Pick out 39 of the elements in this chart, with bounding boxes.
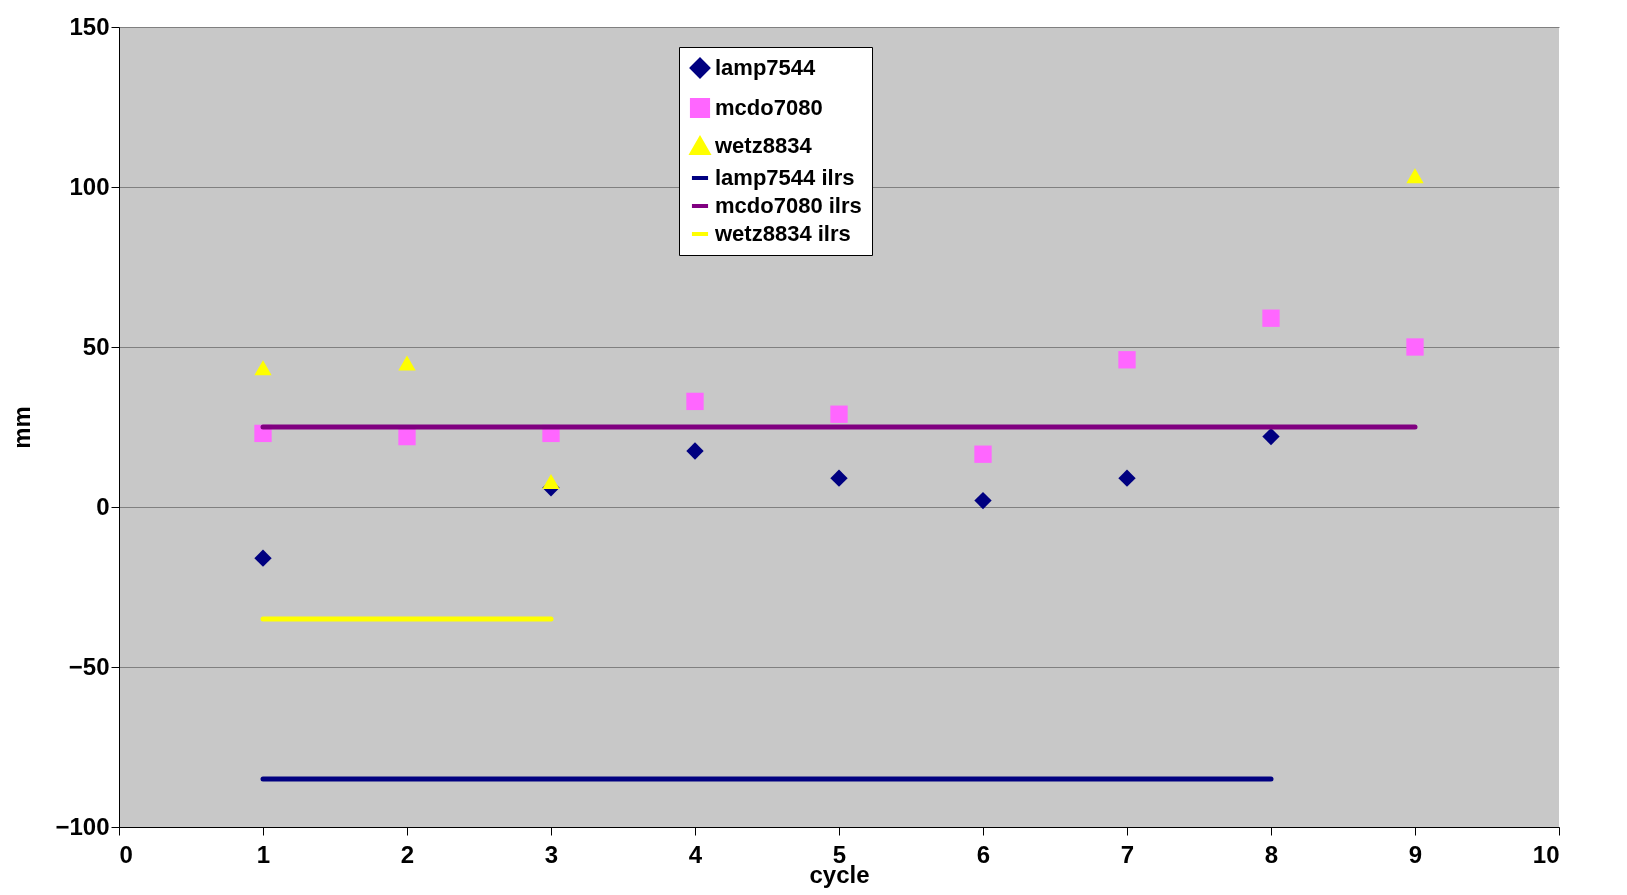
x-tick-label: 6 [976,840,991,868]
point [398,355,416,371]
x-tick-label: 2 [400,840,415,868]
y-tick-label: 150 [69,12,110,40]
x-tick-label: 7 [1120,840,1135,868]
x-tick-label: 1 [256,840,271,868]
legend-label: lamp7544 ilrs [715,165,855,190]
point [1262,427,1280,446]
y-axis-title: mm [8,406,36,449]
point [686,442,704,460]
point [1406,338,1424,356]
point [1118,469,1136,487]
legend-label: mcdo7080 [715,95,823,120]
point [254,549,272,567]
legend-label: wetz8834 ilrs [714,221,851,246]
legend-label: mcdo7080 ilrs [715,193,862,218]
point [830,469,848,487]
x-tick-label: 10 [1532,840,1560,868]
y-tick-label: −50 [68,652,110,680]
point [1262,309,1280,327]
x-tick-label: 3 [544,840,559,868]
point [830,405,848,423]
point [686,392,704,411]
y-tick-label: 100 [69,172,110,200]
x-tick-label: 0 [119,840,133,868]
x-tick-label: 4 [688,840,703,868]
point [974,445,992,463]
x-tick-label: 9 [1408,840,1423,868]
point [542,473,560,489]
point [974,491,992,510]
point [1118,351,1136,369]
point [1406,168,1424,184]
point [254,360,272,376]
x-tick-label: 8 [1264,840,1279,868]
legend-label: wetz8834 [714,133,813,158]
y-tick-label: −100 [55,812,110,840]
y-tick-label: 50 [82,332,110,360]
legend-label: lamp7544 [715,55,817,80]
y-tick-label: 0 [96,492,110,520]
